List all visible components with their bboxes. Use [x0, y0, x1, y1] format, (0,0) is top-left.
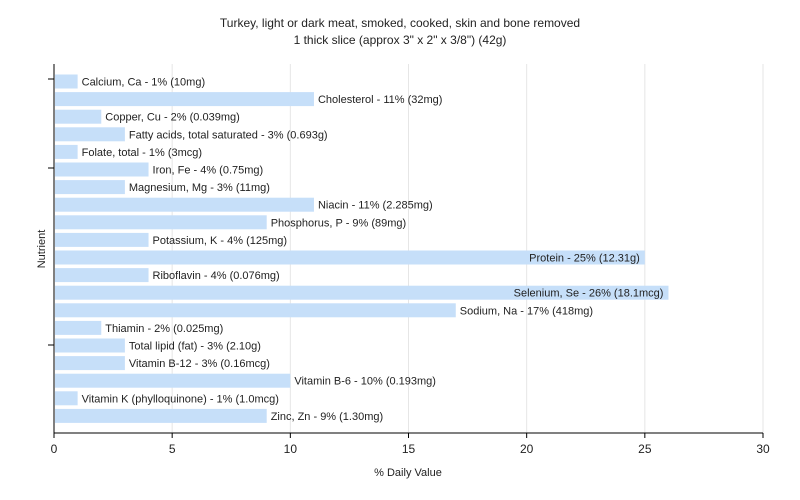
bar-label: Niacin - 11% (2.285mg): [318, 200, 433, 212]
bar: [55, 268, 149, 283]
bar-label: Copper, Cu - 2% (0.039mg): [105, 112, 240, 124]
x-tick-label: 25: [638, 442, 652, 456]
bar-label: Selenium, Se - 26% (18.1mcg): [514, 288, 664, 300]
bar-label: Potassium, K - 4% (125mg): [153, 235, 287, 247]
bar: [55, 373, 291, 388]
grid-lines: [53, 64, 764, 433]
bar-label: Magnesium, Mg - 3% (11mg): [129, 182, 270, 194]
bar-label: Riboflavin - 4% (0.076mg): [153, 270, 280, 282]
x-tick-label: 30: [756, 442, 770, 456]
bar-label: Sodium, Na - 17% (418mg): [460, 305, 593, 317]
bar: [55, 109, 102, 124]
bar: [55, 74, 78, 89]
bar-label: Phosphorus, P - 9% (89mg): [271, 217, 407, 229]
chart-subtitle: 1 thick slice (approx 3" x 2" x 3/8") (4…: [294, 33, 507, 47]
x-tick-label: 0: [51, 442, 58, 456]
bar: [55, 162, 149, 177]
x-tick-label: 5: [169, 442, 176, 456]
bars-group: [55, 74, 669, 423]
bar-label: Total lipid (fat) - 3% (2.10g): [129, 341, 261, 353]
bar-label: Vitamin K (phylloquinone) - 1% (1.0mcg): [82, 393, 279, 405]
bar: [55, 303, 456, 318]
x-tick-label: 20: [520, 442, 534, 456]
bar: [55, 285, 669, 300]
bar-label: Calcium, Ca - 1% (10mg): [82, 77, 205, 89]
bar-label: Protein - 25% (12.31g): [529, 253, 640, 265]
bar-label: Fatty acids, total saturated - 3% (0.693…: [129, 129, 328, 141]
bar: [55, 356, 125, 371]
bar: [55, 391, 78, 406]
x-axis-title: % Daily Value: [374, 467, 442, 479]
bar-label: Iron, Fe - 4% (0.75mg): [153, 165, 264, 177]
bar-label: Vitamin B-6 - 10% (0.193mg): [294, 376, 436, 388]
axes: 0 5 10 15 20 25 30: [48, 64, 770, 456]
bar: [55, 180, 125, 195]
bar: [55, 215, 267, 230]
chart-title: Turkey, light or dark meat, smoked, cook…: [220, 16, 580, 30]
x-tick-label: 15: [402, 442, 416, 456]
bar: [55, 232, 149, 247]
bar: [55, 408, 267, 423]
bar: [55, 250, 645, 265]
bar-labels-group: Calcium, Ca - 1% (10mg) Cholesterol - 11%…: [82, 77, 664, 423]
bar: [55, 197, 314, 212]
bar: [55, 144, 78, 159]
x-tick-label: 10: [284, 442, 298, 456]
bar-label: Vitamin B-12 - 3% (0.16mcg): [129, 358, 270, 370]
bar-label: Zinc, Zn - 9% (1.30mg): [271, 411, 383, 423]
bar: [55, 338, 125, 353]
bar-label: Cholesterol - 11% (32mg): [318, 94, 443, 106]
y-axis-title: Nutrient: [36, 230, 48, 269]
bar-label: Folate, total - 1% (3mcg): [82, 147, 202, 159]
bar: [55, 92, 314, 107]
bar: [55, 320, 102, 335]
bar-label: Thiamin - 2% (0.025mg): [105, 323, 223, 335]
bar: [55, 127, 125, 142]
